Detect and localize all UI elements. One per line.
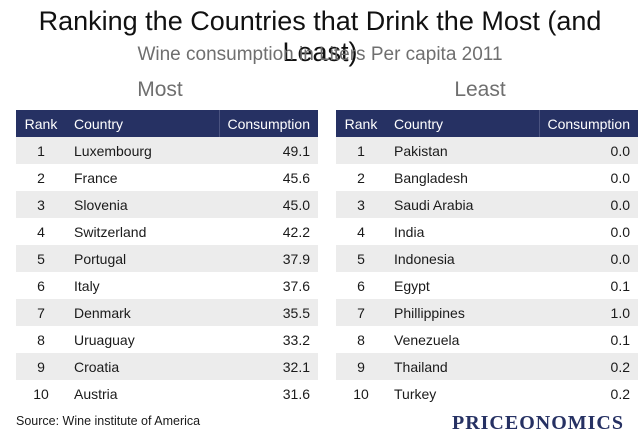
rank-cell: 8 (336, 326, 386, 353)
table-row: 10 Austria 31.6 (16, 380, 318, 407)
consumption-cell: 45.6 (219, 164, 318, 191)
table-row: 6 Italy 37.6 (16, 272, 318, 299)
rank-cell: 5 (16, 245, 66, 272)
table-row: 4 Switzerland 42.2 (16, 218, 318, 245)
consumption-header: Consumption (538, 110, 638, 137)
consumption-cell: 0.0 (539, 218, 638, 245)
rank-cell: 4 (16, 218, 66, 245)
country-cell: Italy (66, 272, 219, 299)
priceonomics-logo: PRICEONOMICS (451, 412, 624, 434)
least-table-body: 1 Pakistan 0.0 2 Bangladesh 0.0 3 Saudi Arabia 0… (336, 137, 638, 407)
table-row: 5 Portugal 37.9 (16, 245, 318, 272)
rank-cell: 10 (16, 380, 66, 407)
country-header: Country (66, 110, 219, 137)
rank-cell: 6 (336, 272, 386, 299)
country-cell: Indonesia (386, 245, 539, 272)
country-cell: Switzerland (66, 218, 219, 245)
consumption-cell: 35.5 (219, 299, 318, 326)
chart-title: Ranking the Countries that Drink the Mos… (38, 6, 602, 67)
consumption-cell: 37.9 (219, 245, 318, 272)
source-note: Source: Wine institute of America (16, 414, 201, 428)
consumption-cell: 1.0 (539, 299, 638, 326)
consumption-header: Consumption (218, 110, 318, 137)
country-cell: France (66, 164, 219, 191)
country-header: Country (386, 110, 539, 137)
rank-cell: 7 (336, 299, 386, 326)
table-row: 3 Slovenia 45.0 (16, 191, 318, 218)
country-cell: Portugal (66, 245, 219, 272)
country-cell: Denmark (66, 299, 219, 326)
table-header-row: Rank Country Consumption (16, 110, 318, 137)
country-cell: Phillippines (386, 299, 539, 326)
rank-cell: 10 (336, 380, 386, 407)
most-table: Rank Country Consumption 1 Luxembourg 49.1… (16, 110, 318, 407)
table-row: 9 Thailand 0.2 (336, 353, 638, 380)
table-row: 9 Croatia 32.1 (16, 353, 318, 380)
consumption-cell: 49.1 (219, 137, 318, 164)
rank-cell: 8 (16, 326, 66, 353)
rank-cell: 9 (16, 353, 66, 380)
consumption-cell: 0.2 (539, 380, 638, 407)
rank-cell: 7 (16, 299, 66, 326)
consumption-cell: 0.0 (539, 191, 638, 218)
rank-cell: 4 (336, 218, 386, 245)
table-row: 5 Indonesia 0.0 (336, 245, 638, 272)
table-row: 2 France 45.6 (16, 164, 318, 191)
consumption-cell: 45.0 (219, 191, 318, 218)
country-cell: Pakistan (386, 137, 539, 164)
country-cell: Slovenia (66, 191, 219, 218)
consumption-cell: 0.0 (539, 245, 638, 272)
table-row: 1 Pakistan 0.0 (336, 137, 638, 164)
table-row: 8 Uruaguay 33.2 (16, 326, 318, 353)
country-cell: Venezuela (386, 326, 539, 353)
country-cell: Luxembourg (66, 137, 219, 164)
consumption-cell: 0.1 (539, 326, 638, 353)
consumption-cell: 0.0 (539, 137, 638, 164)
rank-cell: 3 (16, 191, 66, 218)
table-row: 10 Turkey 0.2 (336, 380, 638, 407)
table-row: 6 Egypt 0.1 (336, 272, 638, 299)
most-table-body: 1 Luxembourg 49.1 2 France 45.6 3 Slovenia 45.0 4… (16, 137, 318, 407)
table-row: 1 Luxembourg 49.1 (16, 137, 318, 164)
rank-header: Rank (336, 110, 386, 137)
rank-cell: 9 (336, 353, 386, 380)
consumption-cell: 42.2 (219, 218, 318, 245)
rank-cell: 6 (16, 272, 66, 299)
consumption-cell: 37.6 (219, 272, 318, 299)
rank-cell: 1 (336, 137, 386, 164)
rank-header: Rank (16, 110, 66, 137)
consumption-cell: 0.2 (539, 353, 638, 380)
rank-cell: 2 (336, 164, 386, 191)
rank-cell: 5 (336, 245, 386, 272)
consumption-cell: 33.2 (219, 326, 318, 353)
least-panel-title: Least (454, 78, 506, 101)
country-cell: Austria (66, 380, 219, 407)
table-row: 2 Bangladesh 0.0 (336, 164, 638, 191)
rank-cell: 2 (16, 164, 66, 191)
least-table: Rank Country Consumption 1 Pakistan 0.0 2 Ba… (336, 110, 638, 407)
consumption-cell: 32.1 (219, 353, 318, 380)
table-row: 7 Denmark 35.5 (16, 299, 318, 326)
consumption-cell: 31.6 (219, 380, 318, 407)
consumption-cell: 0.1 (539, 272, 638, 299)
country-cell: Egypt (386, 272, 539, 299)
table-row: 4 India 0.0 (336, 218, 638, 245)
chart-subtitle: Wine consumption in Liters Per capita 20… (137, 44, 503, 65)
rank-cell: 1 (16, 137, 66, 164)
country-cell: Croatia (66, 353, 219, 380)
table-row: 3 Saudi Arabia 0.0 (336, 191, 638, 218)
rank-cell: 3 (336, 191, 386, 218)
table-header-row: Rank Country Consumption (336, 110, 638, 137)
country-cell: Thailand (386, 353, 539, 380)
table-row: 8 Venezuela 0.1 (336, 326, 638, 353)
country-cell: Bangladesh (386, 164, 539, 191)
country-cell: Turkey (386, 380, 539, 407)
consumption-cell: 0.0 (539, 164, 638, 191)
country-cell: India (386, 218, 539, 245)
country-cell: Saudi Arabia (386, 191, 539, 218)
most-panel-title: Most (137, 78, 183, 101)
country-cell: Uruaguay (66, 326, 219, 353)
table-row: 7 Phillippines 1.0 (336, 299, 638, 326)
